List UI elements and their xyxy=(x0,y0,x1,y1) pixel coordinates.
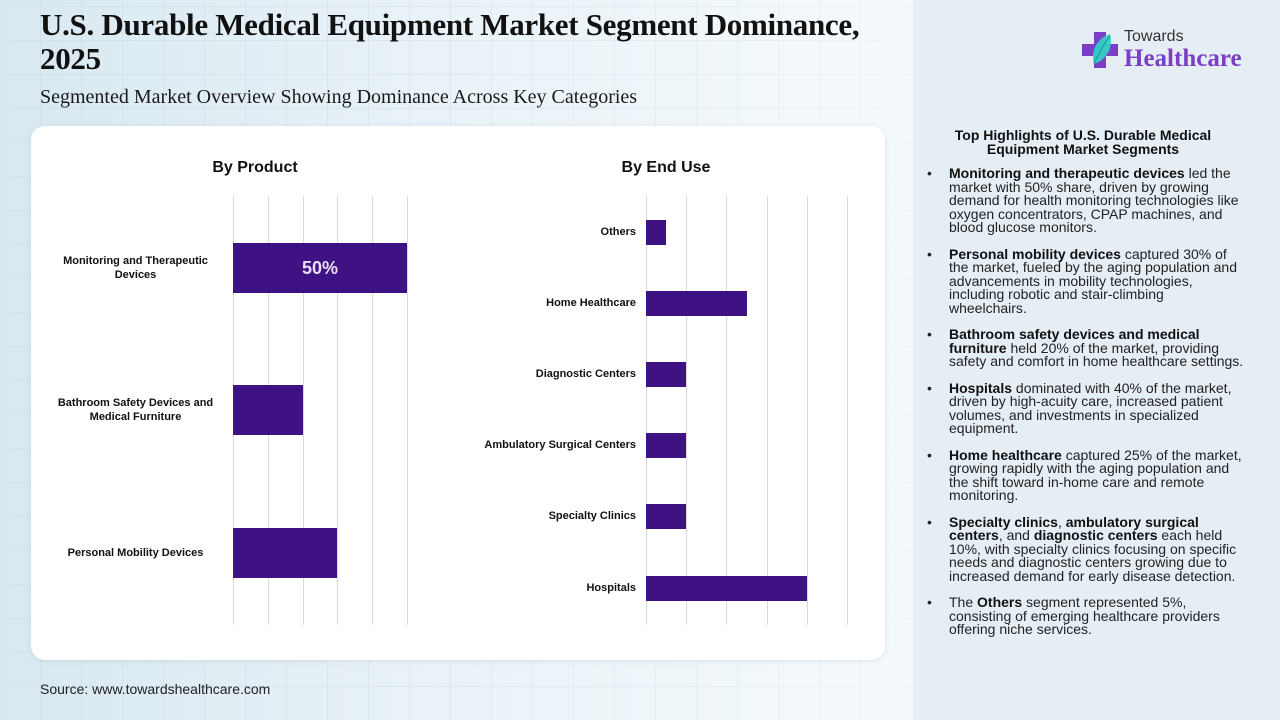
gridline xyxy=(847,196,848,625)
gridline xyxy=(372,196,373,625)
gridline xyxy=(686,196,687,625)
highlight-emphasis: Bathroom safety devices and medical furn… xyxy=(949,326,1200,356)
gridline xyxy=(807,196,808,625)
highlight-item: Bathroom safety devices and medical furn… xyxy=(925,326,1245,369)
gridline xyxy=(407,196,408,625)
highlights-title: Top Highlights of U.S. Durable Medical E… xyxy=(954,127,1212,157)
category-label: Bathroom Safety Devices and Medical Furn… xyxy=(57,397,214,423)
chart-title-product: By Product xyxy=(212,159,298,176)
bar-product-1 xyxy=(233,385,303,435)
chart-title-end-use: By End Use xyxy=(621,159,711,176)
highlight-text: each held 10%, with specialty clinics fo… xyxy=(949,527,1237,584)
highlights-list: Monitoring and therapeutic devices led t… xyxy=(925,165,1245,650)
gridline xyxy=(303,196,304,625)
highlight-text: led the market with 50% share, driven by… xyxy=(949,165,1239,235)
category-label: Home Healthcare xyxy=(546,297,636,309)
bar-end-use-3 xyxy=(646,432,687,458)
highlight-item: Monitoring and therapeutic devices led t… xyxy=(925,165,1245,235)
highlight-emphasis: Home healthcare xyxy=(949,446,1062,463)
highlight-emphasis: Monitoring and therapeutic devices xyxy=(949,165,1185,181)
highlight-emphasis: Specialty clinics xyxy=(949,513,1058,530)
page-title: U.S. Durable Medical Equipment Market Se… xyxy=(40,7,860,76)
highlight-emphasis: ambulatory surgical centers xyxy=(949,513,1199,543)
highlight-emphasis: diagnostic centers xyxy=(1033,527,1158,543)
bar-end-use-4 xyxy=(646,503,687,529)
medical-cross-leaf-icon xyxy=(1082,32,1118,68)
bar-end-use-1 xyxy=(646,290,747,316)
highlight-emphasis: Personal mobility devices xyxy=(949,245,1121,262)
highlight-text: captured 25% of the market, growing rapi… xyxy=(949,446,1242,503)
highlight-item: Home healthcare captured 25% of the mark… xyxy=(925,446,1245,503)
category-label: Monitoring and Therapeutic Devices xyxy=(63,255,208,281)
category-label: Hospitals xyxy=(586,582,636,594)
highlight-item: The Others segment represented 5%, consi… xyxy=(925,594,1245,637)
gridline xyxy=(726,196,727,625)
category-label: Others xyxy=(600,226,636,238)
bar-end-use-2 xyxy=(646,361,687,387)
highlight-text: The xyxy=(949,594,978,610)
highlight-text: held 20% of the market, providing safety… xyxy=(949,339,1244,369)
bar-product-2 xyxy=(233,528,338,578)
gridline xyxy=(646,196,647,625)
category-label: Personal Mobility Devices xyxy=(67,547,204,559)
charts-card xyxy=(31,126,885,660)
source-note: Source: www.towardshealthcare.com xyxy=(40,681,271,697)
highlight-item: Hospitals dominated with 40% of the mark… xyxy=(925,379,1245,436)
logo-text-healthcare: Healthcare xyxy=(1124,45,1242,72)
highlight-emphasis: Others xyxy=(977,594,1023,610)
data-label: 50% xyxy=(301,258,339,278)
gridline xyxy=(337,196,338,625)
highlight-text: , xyxy=(1057,513,1066,530)
category-label: Specialty Clinics xyxy=(548,510,636,522)
highlight-text: captured 30% of the market, fueled by th… xyxy=(949,245,1237,316)
logo-text-towards: Towards xyxy=(1124,28,1184,45)
highlight-text: dominated with 40% of the market, driven… xyxy=(949,379,1232,436)
category-label: Diagnostic Centers xyxy=(535,368,636,380)
highlight-text: segment represented 5%, consisting of em… xyxy=(949,594,1220,637)
gridline xyxy=(767,196,768,625)
bar-end-use-5 xyxy=(646,575,807,601)
highlight-text: , and xyxy=(998,527,1034,543)
towards-healthcare-logo: Towards Healthcare xyxy=(1080,28,1260,78)
bar-end-use-0 xyxy=(646,219,667,245)
highlight-item: Specialty clinics, ambulatory surgical c… xyxy=(925,513,1245,584)
highlight-emphasis: Hospitals xyxy=(949,379,1013,396)
page-subtitle: Segmented Market Overview Showing Domina… xyxy=(40,86,638,108)
bar-product-0 xyxy=(233,243,407,293)
category-label: Ambulatory Surgical Centers xyxy=(484,439,636,451)
highlight-item: Personal mobility devices captured 30% o… xyxy=(925,245,1245,316)
